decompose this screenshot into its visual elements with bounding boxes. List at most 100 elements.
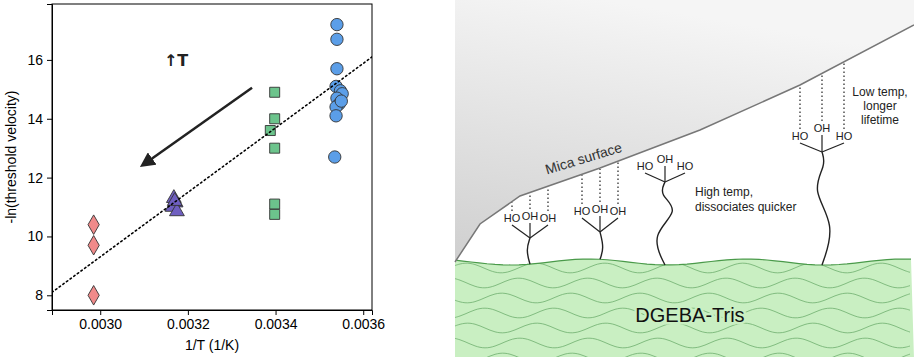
chain-branch	[821, 135, 822, 152]
chain-branch	[529, 223, 530, 238]
y-tick: 14	[27, 111, 52, 127]
hydrogen-bond	[617, 162, 618, 204]
mica	[455, 0, 914, 262]
chain-body	[657, 182, 672, 265]
y-tick-label: 16	[27, 52, 43, 68]
chain: HOOHOH	[574, 162, 627, 259]
data-point	[270, 209, 280, 219]
substrate-label: DGEBA-Tris	[635, 304, 744, 326]
chain: HOOHHO	[792, 63, 853, 265]
y-tick-label: 10	[27, 228, 43, 244]
x-tick-label: 0.0032	[167, 316, 210, 332]
hydrogen-bond	[799, 86, 800, 129]
data-point	[270, 199, 280, 209]
high-temp-label: High temp,	[695, 185, 753, 199]
fit-line	[52, 57, 372, 292]
chain-branch	[665, 173, 685, 182]
y-tick-label: 12	[27, 170, 43, 186]
chain-branch	[530, 225, 548, 238]
chain-branch	[645, 173, 665, 182]
hydroxyl-label: HO	[677, 160, 694, 172]
chain-body	[527, 238, 530, 264]
x-tick-mark	[100, 310, 101, 315]
hydrogen-bond	[821, 74, 822, 121]
data-point	[88, 215, 99, 235]
x-axis-title: 1/T (1/K)	[185, 337, 239, 353]
hydroxyl-label: HO	[504, 212, 521, 224]
hydroxyl-label: OH	[657, 153, 674, 165]
hydroxyl-label: OH	[610, 205, 627, 217]
x-axis: 0.0030 0.0032 0.0034 0.0036	[53, 310, 386, 332]
data-point	[331, 18, 343, 30]
hydrogen-bond	[529, 194, 530, 210]
hydrogen-bond	[581, 175, 582, 204]
data-point	[270, 114, 280, 124]
mica-label: Mica surface	[543, 139, 624, 178]
hydrogen-bond	[843, 63, 844, 129]
y-tick-mark	[47, 60, 52, 61]
chain-body	[600, 232, 603, 259]
substrate-wave	[455, 338, 910, 348]
chain-body	[817, 152, 830, 265]
hydroxyl-label: HO	[792, 130, 809, 142]
figure: 0.0030 0.0032 0.0034 0.0036 8 10 12 14 16 1/T (1/…	[0, 0, 914, 357]
hydrogen-bond	[599, 169, 600, 202]
x-tick-mark	[363, 310, 364, 315]
data-point	[88, 236, 99, 256]
x-tick: 0.0032	[167, 310, 210, 332]
chain-branch	[664, 166, 665, 182]
annotation-arrow	[146, 88, 252, 163]
y-tick: 10	[27, 228, 52, 244]
annotation: ↑T	[164, 51, 188, 70]
data-point	[88, 286, 99, 306]
data-point	[270, 143, 280, 153]
y-axis-title: -ln(threshold velocity)	[3, 90, 19, 223]
y-tick-mark	[47, 178, 52, 179]
low-temp-label: longer	[863, 99, 896, 113]
x-tick-label: 0.0030	[79, 316, 122, 332]
chain: HOOHOH	[504, 187, 557, 264]
low-temp-label: lifetime	[861, 113, 899, 127]
y-tick: 16	[27, 52, 52, 68]
low-temp-label: Low temp,	[852, 85, 907, 99]
substrate-pattern	[455, 263, 910, 357]
hydrogen-bond	[547, 187, 548, 211]
substrate-wave	[455, 278, 910, 288]
chain-branch	[822, 143, 844, 152]
data-point	[270, 87, 280, 97]
y-axis: 8 10 12 14 16	[27, 5, 52, 311]
plot-marks	[52, 18, 372, 305]
hydroxyl-label: HO	[574, 205, 591, 217]
x-tick: 0.0036	[342, 310, 385, 332]
y-tick-label: 8	[35, 287, 43, 303]
chain-branch	[512, 225, 530, 238]
x-tick-mark	[276, 310, 277, 315]
y-tick-mark	[47, 295, 52, 296]
chain: HOOHHO	[637, 153, 694, 265]
chain-branch	[800, 143, 822, 152]
substrate-edge	[455, 259, 911, 265]
chain-branch	[582, 218, 600, 232]
chart: 0.0030 0.0032 0.0034 0.0036 8 10 12 14 16 1/T (1/…	[3, 4, 385, 353]
schematic: DGEBA-TrisMica surfaceHOOHOHHOOHOHHOOHHO…	[455, 0, 914, 357]
x-axis-line	[53, 311, 373, 316]
hydroxyl-label: OH	[592, 203, 609, 215]
x-tick-label: 0.0034	[255, 316, 298, 332]
chain-branch	[599, 216, 600, 232]
y-tick-mark	[47, 119, 52, 120]
x-tick-label: 0.0036	[342, 316, 385, 332]
substrate	[455, 259, 914, 357]
hydroxyl-label: OH	[522, 210, 539, 222]
data-point	[335, 95, 347, 107]
x-tick-mark	[188, 310, 189, 315]
chain-branch	[600, 218, 618, 232]
data-point	[331, 33, 343, 45]
y-tick: 8	[35, 287, 52, 303]
x-tick: 0.0034	[255, 310, 298, 332]
y-tick-mark	[47, 236, 52, 237]
hydroxyl-label: OH	[814, 122, 831, 134]
substrate-wave	[455, 293, 910, 303]
hydrogen-bond	[511, 203, 512, 211]
data-point	[329, 151, 341, 163]
hydroxyl-label: HO	[637, 160, 654, 172]
